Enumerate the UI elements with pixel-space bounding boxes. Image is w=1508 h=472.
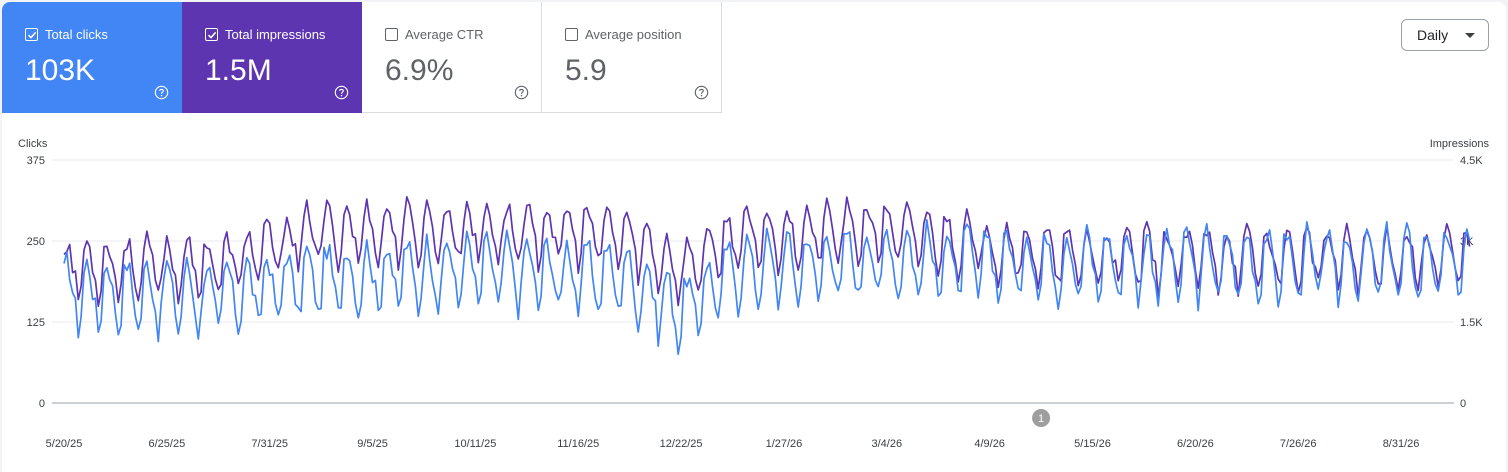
help-circle-icon[interactable] — [514, 85, 529, 100]
y-tick-left: 375 — [27, 155, 45, 167]
metric-label: Total clicks — [45, 27, 108, 42]
metric-value: 5.9 — [565, 54, 607, 87]
metric-checkbox[interactable] — [565, 28, 578, 41]
x-tick-label: 5/15/26 — [1074, 438, 1111, 450]
x-tick-label: 3/4/26 — [872, 438, 903, 450]
check-icon — [27, 31, 36, 39]
metric-value: 1.5M — [205, 54, 272, 87]
metric-tile-clicks[interactable]: Total clicks 103K — [2, 2, 182, 113]
metric-tile-header: Average position — [565, 27, 682, 42]
y-tick-right: 1.5K — [1460, 317, 1483, 329]
metric-tiles: Total clicks 103K Total impressions 1.5M Ave… — [2, 2, 722, 113]
x-tick-label: 12/22/25 — [660, 438, 703, 450]
metric-tile-position[interactable]: Average position 5.9 — [542, 2, 722, 113]
x-tick-label: 6/20/26 — [1177, 438, 1214, 450]
x-tick-label: 10/11/25 — [454, 438, 496, 450]
help-circle-icon[interactable] — [154, 85, 169, 100]
metric-checkbox[interactable] — [25, 28, 38, 41]
metric-value: 103K — [25, 54, 96, 87]
metric-label: Total impressions — [225, 27, 326, 42]
caret-down-icon — [1465, 33, 1475, 38]
x-tick-label: 6/25/25 — [148, 438, 185, 450]
y-axis-left-title: Clicks — [18, 138, 48, 150]
metric-tile-header: Total clicks — [25, 27, 108, 42]
period-dropdown-label: Daily — [1417, 27, 1449, 43]
y-tick-left: 250 — [27, 236, 45, 248]
x-tick-label: 11/16/25 — [557, 438, 599, 450]
y-tick-right: 0 — [1460, 398, 1466, 410]
x-tick-label: 5/20/25 — [46, 438, 83, 450]
metric-tile-impressions[interactable]: Total impressions 1.5M — [182, 2, 362, 113]
metric-tile-ctr[interactable]: Average CTR 6.9% — [362, 2, 542, 113]
period-dropdown[interactable]: Daily — [1401, 19, 1489, 51]
series-line-impressions — [63, 195, 1471, 308]
series-line-clicks — [63, 218, 1471, 356]
check-icon — [207, 31, 216, 39]
x-tick-label: 7/26/26 — [1280, 438, 1317, 450]
help-circle-icon[interactable] — [334, 85, 349, 100]
y-tick-right: 4.5K — [1460, 155, 1483, 167]
x-tick-label: 1/27/26 — [766, 438, 803, 450]
metric-tile-header: Total impressions — [205, 27, 325, 42]
metric-value: 6.9% — [385, 54, 454, 87]
annotation-marker[interactable]: 1 — [1032, 409, 1051, 427]
metric-label: Average position — [585, 27, 682, 42]
metric-tile-header: Average CTR — [385, 27, 484, 42]
annotation-marker-circle — [1032, 409, 1051, 427]
x-tick-label: 7/31/25 — [251, 438, 288, 450]
y-axis-right-title: Impressions — [1430, 138, 1490, 150]
metric-checkbox[interactable] — [385, 28, 398, 41]
metric-label: Average CTR — [405, 27, 484, 42]
annotation-marker-label: 1 — [1038, 413, 1044, 425]
x-tick-label: 8/31/26 — [1383, 438, 1420, 450]
y-tick-left: 0 — [39, 398, 45, 410]
help-circle-icon[interactable] — [694, 85, 709, 100]
x-tick-label: 9/5/25 — [357, 438, 388, 450]
metric-checkbox[interactable] — [205, 28, 218, 41]
y-tick-left: 125 — [27, 317, 45, 329]
x-tick-label: 4/9/26 — [974, 438, 1005, 450]
